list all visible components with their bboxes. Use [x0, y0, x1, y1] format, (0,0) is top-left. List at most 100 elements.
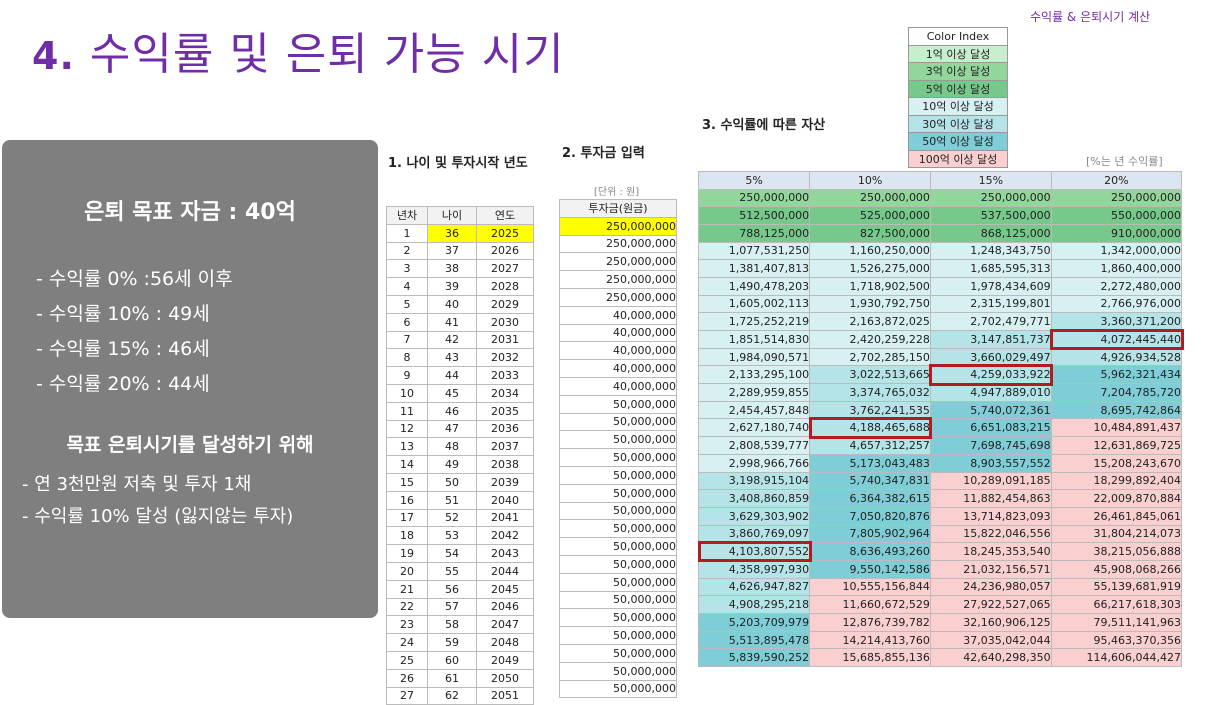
table-row: 50,000,000: [559, 572, 677, 592]
table-cell: 2043: [476, 544, 534, 563]
table-cell: 2050: [476, 668, 534, 688]
table-row: 50,000,000: [559, 554, 677, 574]
legend-row: 50억 이상 달성: [908, 132, 1008, 151]
investment-cell[interactable]: 50,000,000: [559, 448, 677, 467]
asset-cell: 13,714,823,093: [929, 506, 1052, 526]
legend-row: 3억 이상 달성: [908, 62, 1008, 81]
table-cell: 20: [386, 561, 428, 581]
asset-cell: 2,702,285,150: [809, 347, 931, 367]
investment-cell[interactable]: 250,000,000: [559, 252, 677, 272]
table-row: 6 41 2030: [386, 312, 534, 332]
table-cell: 49: [427, 455, 477, 474]
table-cell: 39: [427, 277, 477, 296]
investment-cell[interactable]: 50,000,000: [559, 501, 677, 521]
asset-cell: 910,000,000: [1050, 223, 1183, 243]
retirement-goal: 은퇴 목표 자금 : 40억: [84, 200, 296, 225]
investment-cell[interactable]: 50,000,000: [559, 590, 677, 610]
asset-cell: 11,660,672,529: [809, 595, 931, 614]
summary-box: 은퇴 목표 자금 : 40억 - 수익률 0% :56세 이후 - 수익률 10…: [2, 140, 378, 618]
investment-cell[interactable]: 50,000,000: [559, 661, 677, 681]
asset-cell: 21,032,156,571: [929, 559, 1052, 579]
investment-cell[interactable]: 40,000,000: [559, 359, 677, 378]
investment-cell[interactable]: 40,000,000: [559, 376, 677, 396]
table-cell: 2036: [476, 419, 534, 439]
table-row: 3,198,915,104 5,740,347,831 10,289,091,185…: [697, 471, 1183, 491]
investment-cell[interactable]: 50,000,000: [559, 537, 677, 556]
investment-cell[interactable]: 250,000,000: [559, 234, 677, 254]
table-row: 2,627,180,740 4,188,465,688 6,651,083,215 1…: [697, 418, 1183, 438]
asset-cell: 788,125,000: [697, 223, 811, 243]
asset-cell: 250,000,000: [809, 188, 931, 208]
table-cell: 14: [386, 455, 428, 474]
table-cell: 52: [427, 508, 477, 528]
asset-cell: 1,077,531,250: [697, 241, 811, 261]
legend-item: 100억 이상 달성: [908, 149, 1008, 168]
table-row: 40,000,000: [559, 323, 677, 343]
color-legend: Color Index 1억 이상 달성 3억 이상 달성 5억 이상 달성 10억 …: [908, 27, 1008, 168]
investment-cell[interactable]: 250,000,000: [559, 270, 677, 289]
investment-cell[interactable]: 40,000,000: [559, 341, 677, 361]
table-row: 10 45 2034: [386, 383, 534, 403]
investment-cell[interactable]: 50,000,000: [559, 643, 677, 663]
table-cell: 10: [386, 383, 428, 403]
asset-cell: 6,364,382,615: [809, 489, 931, 508]
investment-cell[interactable]: 50,000,000: [559, 626, 677, 645]
table-cell: 50: [427, 472, 477, 492]
table-row: 50,000,000: [559, 483, 677, 503]
age-year-table: 년차 나이 연도 1 36 2025 2 37 2026 3 38 2027 4 39 2028 5 40…: [386, 206, 534, 705]
investment-cell[interactable]: 250,000,000: [559, 216, 677, 236]
asset-cell: 10,555,156,844: [809, 577, 931, 597]
investment-cell[interactable]: 50,000,000: [559, 412, 677, 432]
asset-cell: 3,022,513,665: [809, 365, 931, 385]
rate-line: - 수익률 0% :56세 이후: [36, 268, 233, 290]
table-cell: 21: [386, 579, 428, 599]
asset-cell: 2,133,295,100: [697, 365, 811, 385]
investment-cell[interactable]: 50,000,000: [559, 608, 677, 628]
table-cell: 18: [386, 526, 428, 546]
investment-cell[interactable]: 50,000,000: [559, 430, 677, 450]
table-row: 25 60 2049: [386, 650, 534, 670]
table-row: 5,203,709,979 12,876,739,782 32,160,906,12…: [697, 613, 1183, 632]
investment-cell[interactable]: 50,000,000: [559, 483, 677, 503]
asset-cell: 10,289,091,185: [929, 471, 1052, 491]
asset-cell: 18,299,892,404: [1050, 471, 1183, 491]
asset-cell: 5,740,072,361: [929, 400, 1052, 420]
investment-cell[interactable]: 50,000,000: [559, 572, 677, 592]
table-cell: 2030: [476, 312, 534, 332]
table-cell: 15: [386, 472, 428, 492]
asset-cell: 1,160,250,000: [809, 241, 931, 261]
table-row: 50,000,000: [559, 501, 677, 521]
table-cell: 2: [386, 241, 428, 261]
asset-cell: 24,236,980,057: [929, 577, 1052, 597]
asset-cell: 250,000,000: [697, 188, 811, 208]
table-row: 3,860,769,097 7,805,902,964 15,822,046,556…: [697, 524, 1183, 544]
investment-cell[interactable]: 50,000,000: [559, 394, 677, 414]
table-cell: 45: [427, 383, 477, 403]
investment-cell[interactable]: 40,000,000: [559, 305, 677, 325]
asset-cell: 37,035,042,044: [929, 630, 1052, 650]
asset-cell: 8,636,493,260: [809, 542, 931, 561]
asset-cell: 1,984,090,571: [697, 347, 811, 367]
table-row: 3,629,303,902 7,050,820,876 13,714,823,093…: [697, 506, 1183, 526]
asset-cell: 525,000,000: [809, 206, 931, 225]
table-row: 50,000,000: [559, 661, 677, 681]
asset-cell: 3,660,029,497: [929, 347, 1052, 367]
investment-cell[interactable]: 50,000,000: [559, 465, 677, 485]
table-row: 50,000,000: [559, 412, 677, 432]
table-row: 8 43 2032: [386, 348, 534, 368]
table-row: 250,000,000: [559, 252, 677, 272]
table-cell: 41: [427, 312, 477, 332]
asset-cell: 22,009,870,884: [1050, 489, 1183, 508]
table-row: 50,000,000: [559, 430, 677, 450]
investment-cell[interactable]: 250,000,000: [559, 287, 677, 307]
requirement-line: - 연 3천만원 저축 및 투자 1채: [22, 474, 252, 495]
investment-cell[interactable]: 50,000,000: [559, 519, 677, 539]
legend-item: 1억 이상 달성: [908, 44, 1008, 63]
investment-cell[interactable]: 40,000,000: [559, 323, 677, 343]
col-header: 년차: [386, 206, 428, 225]
investment-cell[interactable]: 50,000,000: [559, 679, 677, 699]
asset-cell: 114,606,044,427: [1050, 648, 1183, 668]
legend-item: 5억 이상 달성: [908, 79, 1008, 98]
table-row: 4,626,947,827 10,555,156,844 24,236,980,05…: [697, 577, 1183, 597]
investment-cell[interactable]: 50,000,000: [559, 554, 677, 574]
